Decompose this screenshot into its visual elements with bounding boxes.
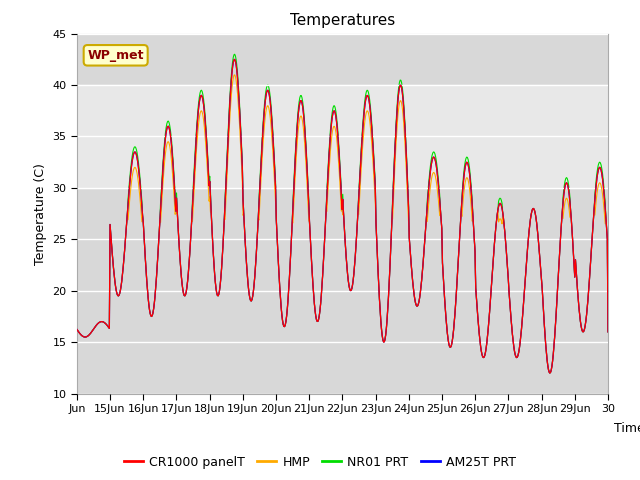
HMP bbox=[231, 72, 239, 78]
CR1000 panelT bbox=[428, 161, 435, 167]
NR01 PRT bbox=[73, 326, 81, 332]
CR1000 panelT bbox=[398, 85, 406, 91]
NR01 PRT bbox=[546, 370, 554, 376]
Y-axis label: Temperature (C): Temperature (C) bbox=[34, 163, 47, 264]
AM25T PRT bbox=[135, 171, 143, 177]
CR1000 panelT bbox=[73, 326, 81, 332]
Line: AM25T PRT: AM25T PRT bbox=[77, 60, 608, 373]
CR1000 panelT bbox=[546, 370, 554, 376]
NR01 PRT bbox=[135, 166, 143, 171]
AM25T PRT bbox=[234, 75, 241, 81]
HMP bbox=[73, 326, 81, 332]
HMP bbox=[546, 370, 554, 376]
AM25T PRT bbox=[73, 326, 81, 332]
NR01 PRT bbox=[428, 156, 435, 162]
HMP bbox=[234, 90, 241, 96]
X-axis label: Time: Time bbox=[614, 422, 640, 435]
HMP bbox=[398, 100, 406, 106]
Text: WP_met: WP_met bbox=[88, 49, 144, 62]
HMP bbox=[135, 186, 143, 192]
HMP bbox=[604, 329, 612, 335]
AM25T PRT bbox=[260, 115, 268, 120]
Bar bbox=[77, 85, 608, 188]
Line: CR1000 panelT: CR1000 panelT bbox=[77, 60, 608, 373]
CR1000 panelT bbox=[234, 75, 241, 81]
AM25T PRT bbox=[280, 324, 288, 329]
NR01 PRT bbox=[260, 109, 268, 115]
Line: NR01 PRT: NR01 PRT bbox=[77, 54, 608, 373]
AM25T PRT bbox=[231, 57, 239, 62]
HMP bbox=[260, 130, 268, 136]
AM25T PRT bbox=[604, 329, 612, 335]
CR1000 panelT bbox=[604, 329, 612, 335]
NR01 PRT bbox=[234, 70, 241, 75]
CR1000 panelT bbox=[260, 115, 268, 120]
NR01 PRT bbox=[604, 329, 612, 335]
CR1000 panelT bbox=[231, 57, 239, 62]
Legend: CR1000 panelT, HMP, NR01 PRT, AM25T PRT: CR1000 panelT, HMP, NR01 PRT, AM25T PRT bbox=[119, 451, 521, 474]
Title: Temperatures: Temperatures bbox=[290, 13, 395, 28]
NR01 PRT bbox=[398, 80, 406, 85]
NR01 PRT bbox=[231, 51, 239, 57]
HMP bbox=[428, 177, 435, 182]
CR1000 panelT bbox=[280, 324, 288, 329]
AM25T PRT bbox=[428, 161, 435, 167]
NR01 PRT bbox=[280, 324, 288, 329]
HMP bbox=[280, 324, 288, 329]
AM25T PRT bbox=[546, 370, 554, 376]
Line: HMP: HMP bbox=[77, 75, 608, 373]
CR1000 panelT bbox=[135, 171, 143, 177]
AM25T PRT bbox=[398, 85, 406, 91]
